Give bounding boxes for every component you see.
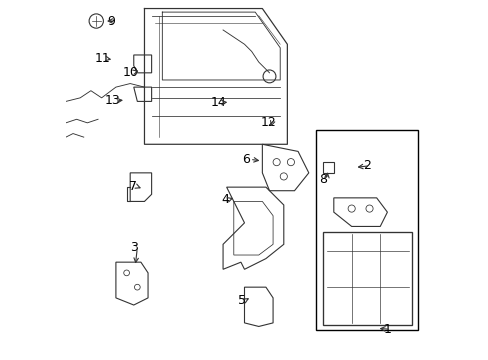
Text: 8: 8 [319,173,326,186]
Text: 3: 3 [129,241,138,255]
Text: 10: 10 [122,66,138,78]
Text: 12: 12 [261,116,276,129]
Text: 9: 9 [107,14,115,27]
Text: 5: 5 [237,294,245,307]
Text: 13: 13 [105,94,121,107]
Text: 6: 6 [242,153,250,166]
Text: 11: 11 [94,52,110,65]
Text: 2: 2 [362,159,370,172]
Text: 14: 14 [210,96,226,109]
Text: 4: 4 [221,193,228,206]
Bar [315,130,417,330]
Text: 1: 1 [383,323,390,336]
Text: 7: 7 [129,180,137,193]
